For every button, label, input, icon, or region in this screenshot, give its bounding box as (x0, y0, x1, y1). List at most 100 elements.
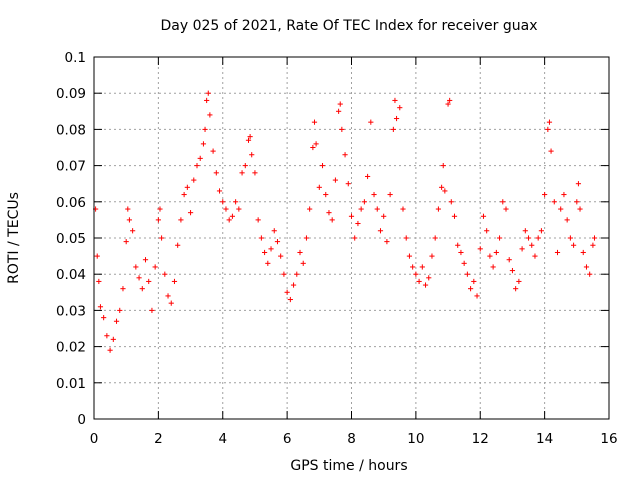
y-tick-label: 0.03 (56, 303, 86, 319)
data-point (120, 286, 126, 292)
data-point (548, 148, 554, 154)
data-point (229, 213, 236, 219)
data-point (96, 278, 102, 285)
data-point (168, 300, 174, 306)
y-tick-label: 0.06 (56, 195, 86, 211)
data-point (583, 264, 590, 270)
grid (94, 57, 609, 419)
data-point (200, 141, 207, 147)
x-tick-label: 6 (283, 431, 292, 447)
data-point (393, 115, 400, 122)
y-tick-label: 0.02 (56, 340, 86, 356)
data-point (319, 163, 326, 169)
data-points (93, 90, 598, 353)
data-point (233, 199, 239, 205)
data-point (158, 235, 165, 241)
data-point (580, 249, 586, 256)
data-point (577, 206, 583, 212)
x-tick-label: 4 (218, 431, 227, 447)
x-tick-label: 0 (90, 431, 99, 447)
data-point (458, 249, 464, 256)
data-point (591, 235, 598, 241)
data-point (500, 199, 506, 205)
data-point (519, 246, 525, 252)
data-point (471, 278, 477, 285)
data-point (564, 217, 570, 223)
data-point (146, 278, 152, 285)
chart-title: Day 025 of 2021, Rate Of TEC Index for r… (161, 18, 538, 34)
data-point (426, 275, 432, 281)
x-tick-label: 16 (600, 431, 617, 447)
data-point (300, 260, 306, 266)
data-point (435, 206, 442, 212)
data-point (307, 206, 313, 212)
data-point (522, 228, 528, 234)
data-point (422, 282, 429, 288)
data-point (310, 144, 316, 151)
data-point (165, 293, 171, 299)
data-point (271, 228, 277, 234)
data-point (432, 235, 438, 241)
y-tick-label: 0.04 (56, 267, 86, 283)
data-point (590, 242, 596, 248)
data-point (348, 213, 355, 219)
data-point (545, 126, 551, 132)
data-point (247, 134, 253, 140)
data-point (416, 278, 422, 285)
data-point (406, 253, 413, 259)
data-point (294, 271, 300, 277)
data-point (157, 206, 163, 212)
data-point (339, 126, 345, 132)
data-point (278, 253, 284, 259)
axis-ticks (93, 56, 610, 420)
data-point (104, 333, 110, 339)
data-point (133, 264, 139, 270)
data-point (442, 188, 448, 194)
x-tick-label: 8 (347, 431, 356, 447)
data-point (461, 260, 467, 266)
data-point (261, 249, 268, 256)
data-point (342, 152, 348, 158)
data-point (403, 235, 409, 241)
data-point (451, 213, 458, 219)
data-point (551, 199, 557, 205)
data-point (281, 271, 287, 277)
data-point (525, 235, 532, 241)
data-point (249, 152, 255, 158)
data-point (575, 181, 582, 187)
y-tick-label: 0.01 (56, 376, 86, 392)
data-point (142, 257, 149, 263)
data-point (546, 119, 553, 125)
data-point (506, 257, 512, 263)
data-point (487, 253, 493, 259)
data-point (245, 137, 252, 143)
data-point (570, 242, 577, 248)
data-point (464, 271, 470, 277)
data-point (284, 289, 290, 295)
data-point (136, 275, 142, 281)
data-point (480, 213, 487, 219)
data-point (178, 217, 184, 223)
data-point (265, 260, 271, 266)
data-point (374, 206, 380, 212)
data-point (410, 264, 416, 270)
data-point (207, 112, 213, 118)
data-point (316, 184, 322, 190)
data-point (336, 108, 342, 114)
tick-labels: 0 0.01 0.02 0.03 0.04 0.05 0.06 0.07 0.08 0.09 0.1… (56, 50, 618, 447)
data-point (113, 318, 120, 324)
x-axis-title: GPS time / hours (290, 458, 407, 474)
data-point (326, 210, 332, 216)
y-axis-title: ROTI / TECUs (6, 192, 22, 284)
data-point (223, 206, 229, 212)
data-point (439, 184, 445, 190)
data-point (297, 249, 303, 256)
data-point (448, 199, 454, 205)
data-point (484, 228, 490, 234)
data-point (255, 217, 261, 223)
data-point (213, 170, 219, 176)
data-point (377, 228, 384, 234)
x-tick-label: 10 (407, 431, 424, 447)
